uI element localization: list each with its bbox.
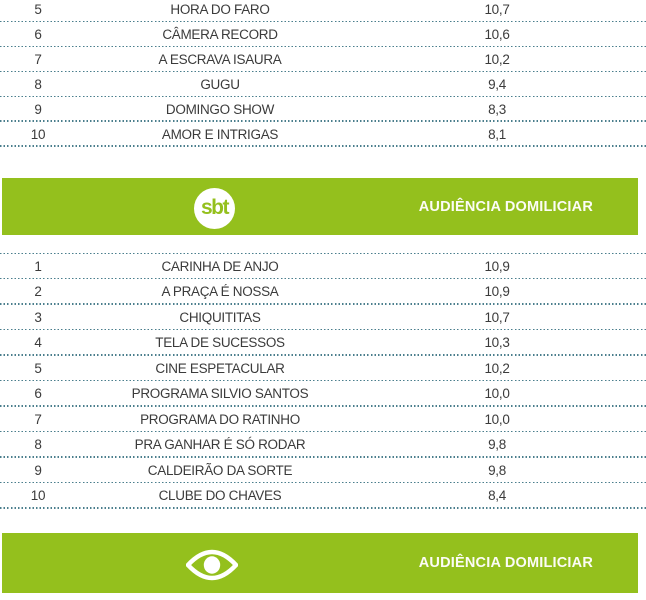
rating-cell: 10,2 — [484, 360, 510, 376]
table-row: 6 CÂMERA RECORD 10,6 — [0, 22, 646, 48]
rating-cell: 10,6 — [484, 27, 510, 43]
program-cell: CALDEIRÃO DA SORTE — [147, 462, 293, 478]
table-row: 9 DOMINGO SHOW 8,3 — [0, 97, 646, 122]
rank-cell: 9 — [34, 102, 42, 117]
rating-cell: 10,2 — [484, 52, 510, 68]
rank-cell: 5 — [34, 2, 42, 18]
program-cell: DOMINGO SHOW — [165, 102, 275, 117]
band-band-title: AUDIÊNCIA DOMILICIAR — [418, 555, 593, 571]
program-cell: CHIQUITITAS — [179, 309, 261, 325]
dotted-divider — [0, 252, 646, 254]
band-header-band: AUDIÊNCIA DOMILICIAR — [2, 533, 638, 593]
rating-cell: 10,9 — [484, 258, 510, 274]
rating-cell: 9,8 — [488, 462, 506, 478]
rating-cell: 10,7 — [484, 2, 510, 18]
program-cell: CLUBE DO CHAVES — [158, 488, 282, 504]
table-row: 7 A ESCRAVA ISAURA 10,2 — [0, 47, 646, 73]
rank-cell: 8 — [34, 77, 42, 93]
program-cell: CARINHA DE ANJO — [161, 258, 279, 274]
rank-cell: 1 — [34, 258, 42, 274]
table-row: 6 PROGRAMA SILVIO SANTOS 10,0 — [0, 381, 646, 407]
rating-cell: 10,9 — [484, 284, 510, 300]
program-cell: GUGU — [200, 77, 240, 93]
program-cell: HORA DO FARO — [170, 2, 270, 18]
program-cell: A PRAÇA É NOSSA — [161, 284, 279, 300]
program-cell: CÂMERA RECORD — [162, 27, 278, 43]
rating-cell: 8,4 — [488, 488, 506, 504]
program-cell: A ESCRAVA ISAURA — [158, 52, 282, 68]
table-row: 9 CALDEIRÃO DA SORTE 9,8 — [0, 458, 646, 484]
rank-cell: 9 — [34, 462, 42, 478]
rank-cell: 10 — [30, 126, 46, 142]
table-row: 2 A PRAÇA É NOSSA 10,9 — [0, 279, 646, 305]
rating-cell: 10,3 — [484, 335, 510, 351]
table-row: 3 CHIQUITITAS 10,7 — [0, 305, 646, 331]
table-row: 5 CINE ESPETACULAR 10,2 — [0, 356, 646, 382]
rank-cell: 7 — [34, 411, 42, 427]
program-cell: PROGRAMA DO RATINHO — [140, 411, 300, 427]
program-cell: TELA DE SUCESSOS — [155, 335, 285, 351]
rating-cell: 10,7 — [484, 309, 510, 325]
rank-cell: 6 — [34, 27, 42, 43]
sbt-header-band: sbt AUDIÊNCIA DOMILICIAR — [2, 178, 638, 235]
sbt-logo-icon: sbt — [194, 188, 235, 229]
band-eye-icon — [186, 549, 238, 581]
table-row: 1 CARINHA DE ANJO 10,9 — [0, 254, 646, 280]
rating-cell: 8,3 — [488, 102, 506, 117]
rating-cell: 9,4 — [488, 77, 506, 93]
rank-cell: 2 — [34, 284, 42, 300]
rank-cell: 10 — [30, 488, 46, 504]
rank-cell: 3 — [34, 309, 42, 325]
rating-cell: 8,1 — [488, 126, 506, 142]
rating-cell: 9,8 — [488, 437, 506, 453]
program-cell: AMOR E INTRIGAS — [161, 126, 279, 142]
table-row: 8 PRA GANHAR É SÓ RODAR 9,8 — [0, 432, 646, 458]
rank-cell: 5 — [34, 360, 42, 376]
rating-cell: 10,0 — [484, 386, 510, 402]
ratings-table-top: 5 HORA DO FARO 10,7 6 CÂMERA RECORD 10,6… — [0, 0, 646, 147]
rating-cell: 10,0 — [484, 411, 510, 427]
table-row: 5 HORA DO FARO 10,7 — [0, 0, 646, 23]
ratings-table-sbt: 1 CARINHA DE ANJO 10,9 2 A PRAÇA É NOSSA… — [0, 254, 646, 509]
table-row: 4 TELA DE SUCESSOS 10,3 — [0, 330, 646, 356]
rank-cell: 7 — [34, 52, 42, 68]
table-row: 7 PROGRAMA DO RATINHO 10,0 — [0, 407, 646, 433]
table-row: 10 AMOR E INTRIGAS 8,1 — [0, 122, 646, 147]
program-cell: PRA GANHAR É SÓ RODAR — [134, 437, 306, 453]
table-row: 10 CLUBE DO CHAVES 8,4 — [0, 483, 646, 509]
rank-cell: 8 — [34, 437, 42, 453]
sbt-logo-text: sbt — [201, 196, 230, 219]
rank-cell: 6 — [34, 386, 42, 402]
program-cell: PROGRAMA SILVIO SANTOS — [131, 386, 309, 402]
rank-cell: 4 — [34, 335, 42, 351]
program-cell: CINE ESPETACULAR — [155, 360, 285, 376]
table-row: 8 GUGU 9,4 — [0, 72, 646, 97]
sbt-band-title: AUDIÊNCIA DOMILICIAR — [418, 198, 593, 215]
